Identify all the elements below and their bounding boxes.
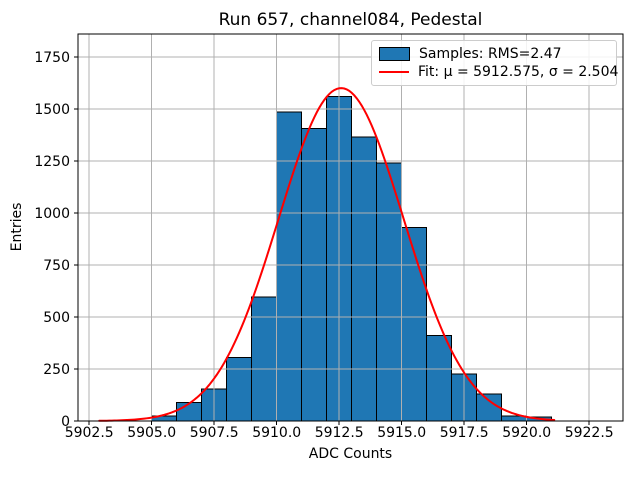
x-tick-label: 5905.0	[127, 425, 176, 441]
histogram-bar	[476, 393, 503, 422]
y-tick-label: 500	[43, 310, 70, 326]
histogram-bar	[401, 227, 428, 422]
histogram-bar	[376, 162, 403, 422]
y-axis-label: Entries	[9, 202, 25, 252]
legend-label-fit: Fit: μ = 5912.575, σ = 2.504	[418, 64, 619, 80]
legend-item-fit: Fit: μ = 5912.575, σ = 2.504	[379, 64, 618, 80]
legend-label-samples: Samples: RMS=2.47	[419, 46, 562, 62]
x-tick-label: 5907.5	[190, 425, 239, 441]
y-tick-label: 250	[43, 362, 70, 378]
gaussian-fit-curve	[98, 87, 556, 422]
y-tick-label: 0	[61, 414, 70, 430]
y-tick-label: 1250	[34, 154, 70, 170]
samples-swatch-icon	[379, 47, 410, 61]
legend-item-samples: Samples: RMS=2.47	[379, 46, 607, 62]
x-tick-label: 5917.5	[440, 425, 489, 441]
x-tick-label: 5902.5	[65, 425, 114, 441]
x-tick-label: 5915.0	[377, 425, 426, 441]
histogram-bar	[251, 296, 278, 422]
histogram-bar	[301, 128, 328, 422]
x-tick-label: 5920.0	[502, 425, 551, 441]
histogram-bar	[351, 136, 378, 422]
chart-title: Run 657, channel084, Pedestal	[218, 10, 483, 30]
histogram-bar	[426, 335, 453, 422]
x-axis-label: ADC Counts	[308, 446, 393, 462]
histogram-bar	[176, 402, 203, 422]
x-tick-label: 5912.5	[315, 425, 364, 441]
legend-box: Samples: RMS=2.47 Fit: μ = 5912.575, σ =…	[371, 40, 618, 86]
x-tick-label: 5922.5	[565, 425, 614, 441]
y-tick-label: 750	[43, 258, 70, 274]
y-tick-label: 1000	[34, 206, 70, 222]
y-tick-label: 1750	[34, 50, 70, 66]
y-tick-label: 1500	[34, 102, 70, 118]
fit-line-swatch-icon	[379, 71, 409, 73]
x-tick-label: 5910.0	[252, 425, 301, 441]
plot-frame	[77, 33, 624, 422]
histogram-bar	[226, 357, 253, 422]
